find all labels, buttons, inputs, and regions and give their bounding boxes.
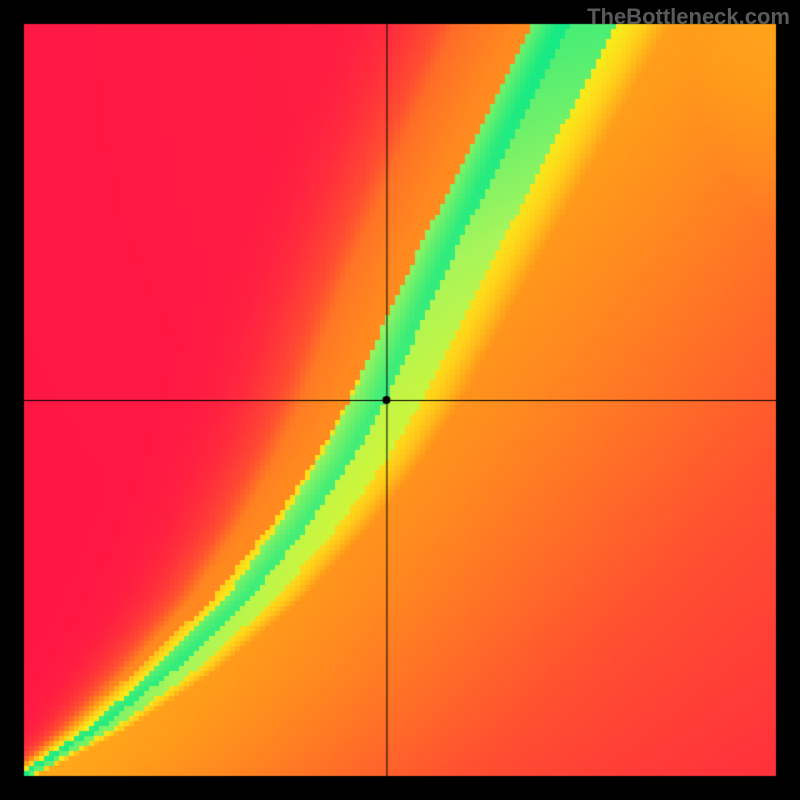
bottleneck-heatmap <box>0 0 800 800</box>
watermark-text: TheBottleneck.com <box>587 4 790 30</box>
